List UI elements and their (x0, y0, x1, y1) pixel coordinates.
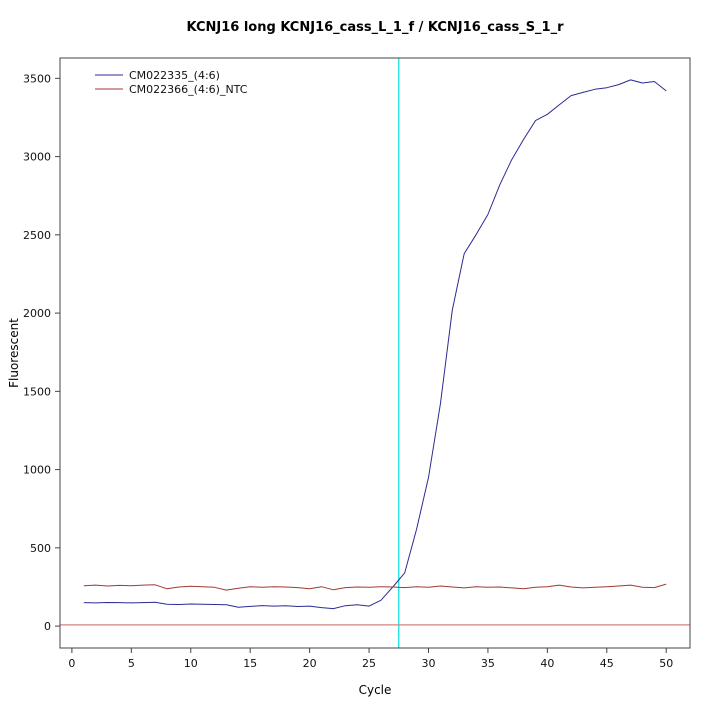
x-axis-label: Cycle (359, 683, 392, 697)
x-tick-label: 30 (421, 657, 435, 670)
chart-title: KCNJ16 long KCNJ16_cass_L_1_f / KCNJ16_c… (186, 20, 564, 35)
series-line-0 (83, 79, 667, 610)
x-tick-label: 40 (540, 657, 554, 670)
y-tick-label: 2000 (23, 307, 51, 320)
y-tick-label: 3000 (23, 151, 51, 164)
x-tick-label: 20 (303, 657, 317, 670)
series-line-1 (83, 583, 667, 591)
x-tick-label: 10 (184, 657, 198, 670)
y-tick-label: 2500 (23, 229, 51, 242)
x-tick-label: 15 (243, 657, 257, 670)
x-tick-label: 45 (600, 657, 614, 670)
x-tick-label: 5 (128, 657, 135, 670)
plot-area: 0 5 10 15 20 25 30 35 40 45 5005001000150020002500… (23, 57, 691, 670)
plot-frame (59, 57, 691, 649)
y-axis-label: Fluorescent (7, 318, 21, 388)
y-tick-label: 1000 (23, 464, 51, 477)
y-tick-label: 3500 (23, 72, 51, 85)
x-tick-label: 0 (68, 657, 75, 670)
x-tick-label: 35 (481, 657, 495, 670)
x-tick-label: 50 (659, 657, 673, 670)
x-tick-label: 25 (362, 657, 376, 670)
legend-label: CM022366_(4:6)_NTC (129, 83, 248, 96)
legend-label: CM022335_(4:6) (129, 69, 220, 82)
y-tick-label: 500 (30, 542, 51, 555)
y-tick-label: 1500 (23, 385, 51, 398)
y-tick-label: 0 (44, 620, 51, 633)
